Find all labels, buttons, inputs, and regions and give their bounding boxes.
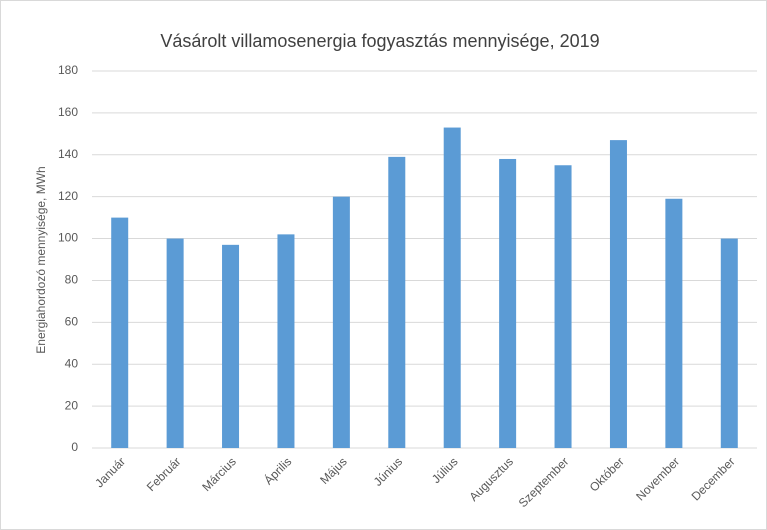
y-tick-label: 40 (65, 356, 79, 370)
y-tick-label: 120 (58, 189, 78, 203)
y-tick-label: 60 (65, 315, 79, 329)
bar (111, 217, 129, 448)
bar (332, 196, 350, 448)
bar (720, 238, 738, 448)
y-tick-label: 0 (71, 440, 78, 454)
y-tick-label: 140 (58, 147, 78, 161)
bar (554, 165, 572, 448)
y-tick-label: 100 (58, 231, 78, 245)
bar (277, 234, 295, 448)
bar (388, 156, 406, 448)
bar (443, 127, 461, 449)
bar (499, 158, 517, 448)
y-tick-label: 160 (58, 105, 78, 119)
bar (665, 198, 683, 448)
y-tick-label: 180 (58, 63, 78, 77)
chart-title: Vásárolt villamosenergia fogyasztás menn… (160, 31, 599, 51)
y-axis-label: Energiahordozó mennyisége, MWh (34, 166, 48, 353)
y-tick-label: 80 (65, 273, 79, 287)
y-tick-label: 20 (65, 398, 79, 412)
bar (609, 140, 627, 448)
bar (222, 244, 240, 448)
bar (166, 238, 184, 448)
